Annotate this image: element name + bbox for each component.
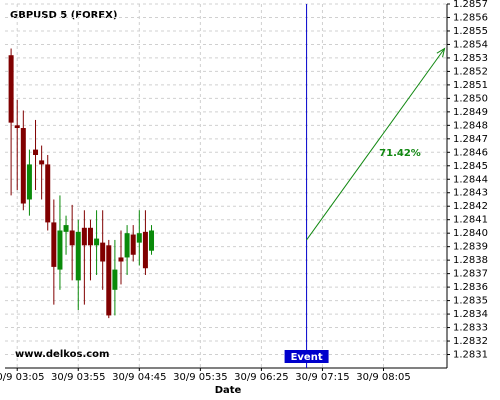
x-tick-label: 30/9 07:15 <box>295 372 349 383</box>
y-tick-label: 1.2857 <box>453 0 488 10</box>
candle-body <box>14 125 20 129</box>
y-tick-label: 1.2840 <box>453 228 488 239</box>
y-tick-label: 1.2843 <box>453 188 488 199</box>
candle-body <box>45 164 51 223</box>
candle-body <box>124 233 130 258</box>
y-tick-label: 1.2836 <box>453 282 488 293</box>
y-tick-label: 1.2833 <box>453 323 488 334</box>
y-tick-label: 1.2837 <box>453 269 488 280</box>
y-tick-label: 1.2839 <box>453 242 488 253</box>
candle-body <box>106 245 112 316</box>
x-tick-label: 30/9 05:35 <box>173 372 227 383</box>
x-tick-label: 30/9 03:05 <box>0 372 44 383</box>
candle-body <box>39 160 45 165</box>
candle-body <box>142 231 148 269</box>
candle-body <box>69 230 75 246</box>
y-tick-label: 1.2831 <box>453 350 488 361</box>
candle-body <box>100 242 106 262</box>
chart-title: GBPUSD 5 (FOREX) <box>10 10 117 21</box>
candle-body <box>112 269 118 290</box>
y-tick-label: 1.2849 <box>453 107 488 118</box>
candle-body <box>81 227 87 246</box>
candle-body <box>63 225 69 232</box>
candle-body <box>26 164 32 200</box>
candle-body <box>8 55 14 123</box>
y-tick-label: 1.2846 <box>453 147 488 158</box>
y-tick-label: 1.2853 <box>453 53 488 64</box>
y-tick-label: 1.2854 <box>453 39 488 50</box>
candle-body <box>87 227 93 246</box>
candle-body <box>75 231 81 281</box>
y-tick-label: 1.2845 <box>453 161 488 172</box>
candle-body <box>51 222 57 267</box>
y-tick-label: 1.2856 <box>453 12 488 23</box>
forecast-label: 71.42% <box>379 148 421 159</box>
x-tick-label: 30/9 04:45 <box>112 372 166 383</box>
y-tick-label: 1.2834 <box>453 309 488 320</box>
y-tick-label: 1.2832 <box>453 336 488 347</box>
x-tick-label: 30/9 08:05 <box>356 372 410 383</box>
y-tick-label: 1.2842 <box>453 201 488 212</box>
candle-body <box>33 149 39 155</box>
candle-body <box>57 230 63 270</box>
y-tick-label: 1.2835 <box>453 296 488 307</box>
y-tick-label: 1.2847 <box>453 134 488 145</box>
x-axis-title: Date <box>215 385 242 396</box>
watermark: www.delkos.com <box>15 349 109 360</box>
candle-body <box>136 233 142 243</box>
event-label-box <box>284 350 329 363</box>
x-tick-label: 30/9 06:25 <box>234 372 288 383</box>
candle-body <box>94 238 100 246</box>
y-tick-label: 1.2844 <box>453 174 488 185</box>
x-tick-label: 30/9 03:55 <box>51 372 105 383</box>
arrow-head <box>436 47 446 58</box>
y-tick-label: 1.2838 <box>453 255 488 266</box>
candle-body <box>149 230 155 251</box>
y-tick-label: 1.2852 <box>453 66 488 77</box>
candle-body <box>118 257 124 262</box>
y-tick-label: 1.2850 <box>453 93 488 104</box>
forecast-arrow <box>306 48 445 241</box>
candle-body <box>20 128 26 204</box>
y-tick-label: 1.2851 <box>453 80 488 91</box>
candle-body <box>130 234 136 255</box>
y-tick-label: 1.2848 <box>453 120 488 131</box>
y-tick-label: 1.2855 <box>453 26 488 37</box>
event-label: Event <box>291 352 323 363</box>
y-tick-label: 1.2841 <box>453 215 488 226</box>
